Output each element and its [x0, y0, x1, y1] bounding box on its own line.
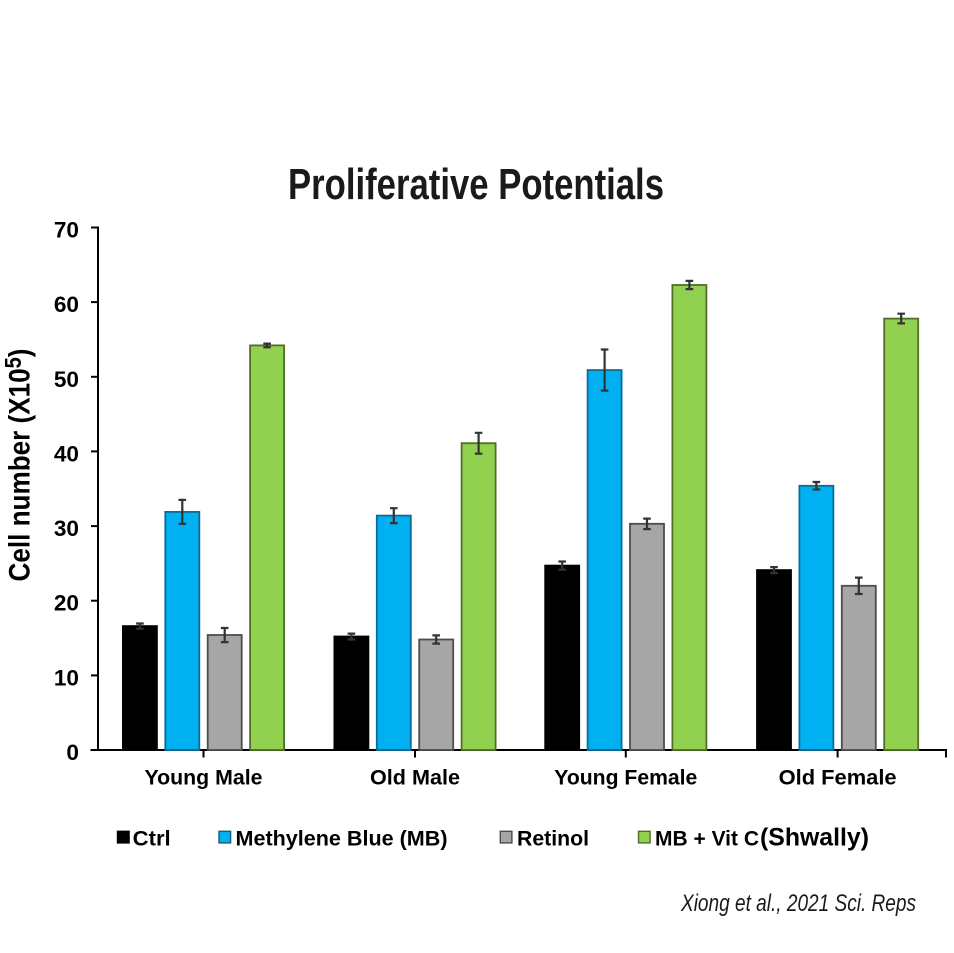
- svg-text:Xiong et al., 2021 Sci. Reps: Xiong et al., 2021 Sci. Reps: [680, 890, 916, 917]
- svg-text:10: 10: [54, 665, 79, 690]
- svg-text:Young Male: Young Male: [145, 767, 263, 790]
- svg-text:60: 60: [54, 292, 79, 317]
- svg-text:70: 70: [54, 217, 79, 242]
- svg-text:Old Male: Old Male: [370, 767, 460, 790]
- svg-text:MB + Vit C: MB + Vit C: [655, 828, 759, 851]
- svg-text:30: 30: [54, 516, 79, 541]
- svg-text:Methylene Blue (MB): Methylene Blue (MB): [236, 828, 448, 851]
- svg-text:Young Female: Young Female: [554, 767, 697, 790]
- svg-text:20: 20: [54, 591, 79, 616]
- svg-text:Ctrl: Ctrl: [133, 828, 171, 851]
- svg-text:Retinol: Retinol: [517, 828, 589, 851]
- svg-text:(Shwally): (Shwally): [760, 824, 869, 852]
- svg-text:Cell number (X105): Cell number (X105): [0, 349, 36, 582]
- svg-text:0: 0: [66, 740, 79, 765]
- svg-text:Old Female: Old Female: [779, 767, 897, 790]
- svg-text:Proliferative Potentials: Proliferative Potentials: [288, 160, 664, 209]
- svg-text:50: 50: [54, 367, 79, 392]
- svg-text:40: 40: [54, 441, 79, 466]
